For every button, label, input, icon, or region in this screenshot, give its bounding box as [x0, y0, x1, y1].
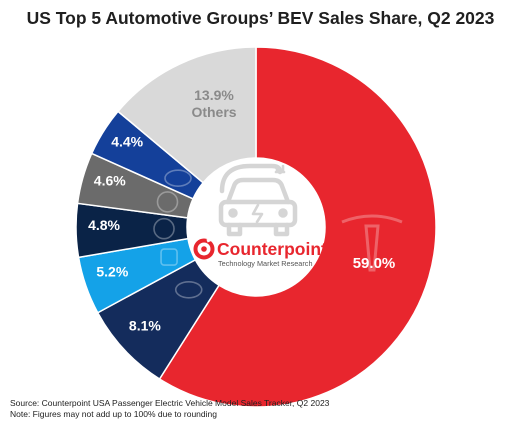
volkswagen-logo-icon: [153, 217, 175, 240]
brand-tagline: Technology Market Research: [218, 259, 313, 268]
label-gm: 5.2%: [96, 264, 128, 280]
label-others: 13.9%: [194, 87, 234, 103]
chart-footer: Source: Counterpoint USA Passenger Elect…: [10, 398, 329, 420]
mercedes-logo-icon: [156, 191, 179, 213]
label-volkswagen: 4.8%: [88, 217, 120, 233]
label-others-name: Others: [191, 104, 236, 120]
rounding-note: Note: Figures may not add up to 100% due…: [10, 409, 217, 419]
ford-logo-icon: [164, 169, 192, 187]
chart-title: US Top 5 Automotive Groups’ BEV Sales Sh…: [26, 8, 495, 28]
electric-car-icon: [218, 163, 298, 237]
brand-icons: [153, 169, 403, 299]
label-tesla: 59.0%: [353, 255, 396, 272]
tesla-logo-icon: [341, 214, 403, 272]
label-mercedes-benz: 4.6%: [94, 173, 126, 189]
gm-logo-icon: [160, 248, 178, 266]
hyundai-logo-icon: [174, 280, 203, 299]
counterpoint-logo: [193, 236, 215, 260]
slice-labels: 59.0% 8.1% 5.2% 4.8% 4.6% 4.4% 13.9%Others: [88, 87, 395, 334]
label-ford: 4.4%: [111, 133, 143, 149]
slice-others: [116, 46, 257, 184]
donut-slices: [75, 46, 437, 408]
brand-name: Counterpoint: [217, 239, 327, 259]
source-note: Source: Counterpoint USA Passenger Elect…: [10, 398, 330, 408]
slice-tesla: [158, 46, 437, 408]
label-hyundai: 8.1%: [129, 318, 161, 334]
